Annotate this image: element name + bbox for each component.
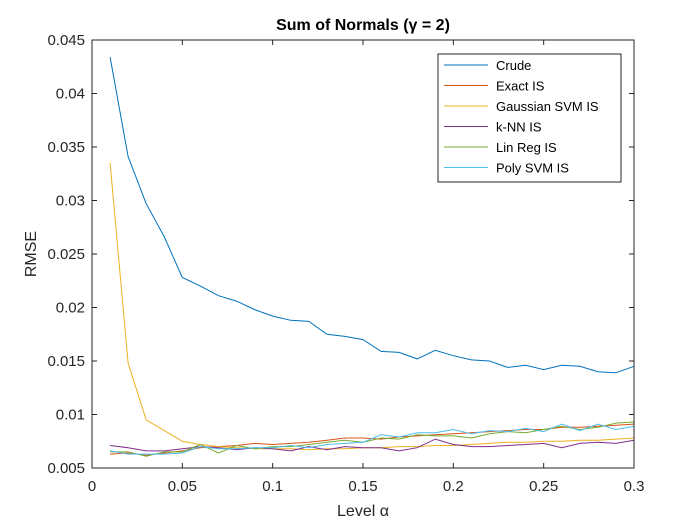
- y-tick-label: 0.005: [47, 460, 85, 477]
- legend-label-crude: Crude: [496, 58, 531, 73]
- y-tick-label: 0.035: [47, 139, 85, 156]
- legend-box: [437, 53, 622, 183]
- series-line-k-nn-is: [110, 438, 635, 452]
- x-tick-label: 0.1: [262, 478, 283, 495]
- y-tick-label: 0.01: [56, 407, 85, 424]
- y-tick-label: 0.045: [47, 32, 85, 49]
- y-axis-label: RMSE: [23, 231, 40, 277]
- series-line-lin-reg-is: [110, 421, 635, 457]
- y-tick-label: 0.03: [56, 193, 85, 210]
- legend-label-k-nn-is: k-NN IS: [496, 120, 542, 135]
- x-tick-label: 0.05: [168, 478, 197, 495]
- legend-label-exact-is: Exact IS: [496, 79, 545, 94]
- tick-layer: 0 0.05 0.1 0.15 0.2 0.25 0.3 0.005 0.01 0.015 0.02…: [47, 32, 644, 495]
- legend-label-poly-svm-is: Poly SVM IS: [496, 161, 569, 176]
- x-tick-label: 0.3: [624, 478, 645, 495]
- x-axis-label: Level α: [337, 503, 389, 520]
- legend: Crude Exact IS Gaussian SVM IS k-NN IS Lin R…: [437, 53, 622, 183]
- legend-label-lin-reg-is: Lin Reg IS: [496, 140, 557, 155]
- y-tick-label: 0.02: [56, 300, 85, 317]
- x-tick-label: 0.15: [348, 478, 377, 495]
- y-tick-label: 0.04: [56, 86, 85, 103]
- series-layer: [109, 57, 635, 457]
- series-line-poly-svm-is: [110, 423, 635, 455]
- x-tick-label: 0.25: [529, 478, 558, 495]
- y-tick-label: 0.025: [47, 246, 85, 263]
- series-line-crude: [109, 57, 635, 374]
- x-tick-label: 0: [88, 478, 96, 495]
- y-tick-label: 0.015: [47, 353, 85, 370]
- legend-label-gaussian-svm-is: Gaussian SVM IS: [496, 99, 599, 114]
- chart-title: Sum of Normals (γ = 2): [276, 17, 450, 34]
- x-tick-label: 0.2: [443, 478, 464, 495]
